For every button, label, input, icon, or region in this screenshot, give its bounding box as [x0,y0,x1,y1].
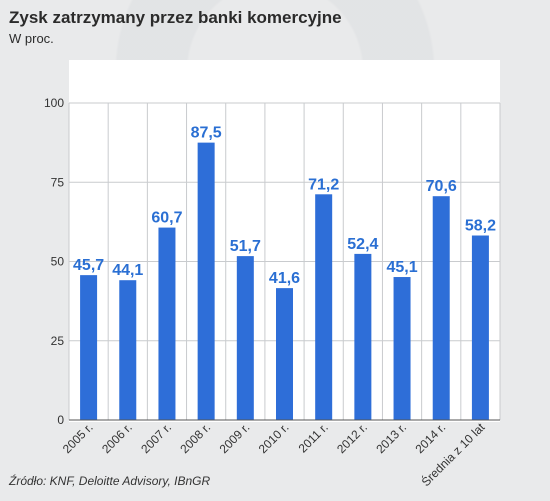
data-label: 45,1 [386,259,417,276]
y-tick-label: 0 [57,413,64,427]
data-label: 87,5 [191,125,222,142]
x-tick-label: 2012 r. [334,420,370,456]
bar [471,235,489,420]
data-label: 44,1 [112,262,143,279]
y-tick-label: 100 [44,96,64,110]
x-tick-label: 2005 r. [60,420,96,456]
x-tick-label: 2009 r. [217,420,253,456]
data-label: 60,7 [151,210,182,227]
data-label: 41,6 [269,270,300,287]
x-tick-label: 2010 r. [256,420,292,456]
x-tick-label: 2007 r. [138,420,174,456]
y-tick-label: 25 [51,334,65,348]
x-tick-label: 2011 r. [296,420,331,455]
x-tick-label: 2014 r. [412,420,448,456]
bar [119,280,137,420]
source-note: Źródło: KNF, Deloitte Advisory, IBnGR [9,474,211,488]
data-label: 51,7 [230,238,261,255]
bar [393,277,411,420]
x-tick-label: 2008 r. [177,420,213,456]
x-tick-label: 2013 r. [373,420,409,456]
bar [276,288,293,420]
chart-subtitle: W proc. [9,31,54,46]
data-label: 52,4 [347,236,378,253]
chart-title: Zysk zatrzymany przez banki komercyjne [9,8,342,27]
data-label: 71,2 [308,176,339,193]
bar [197,142,215,420]
bar [236,256,254,420]
bar [315,194,333,420]
bar [158,227,176,420]
bar [432,196,450,420]
data-label: 45,7 [73,257,104,274]
bar [354,253,372,420]
y-tick-label: 50 [51,255,65,269]
data-label: 70,6 [426,178,457,195]
x-tick-label: 2006 r. [99,420,135,456]
y-tick-label: 75 [51,175,65,189]
bar [80,275,98,420]
data-label: 58,2 [465,218,496,235]
